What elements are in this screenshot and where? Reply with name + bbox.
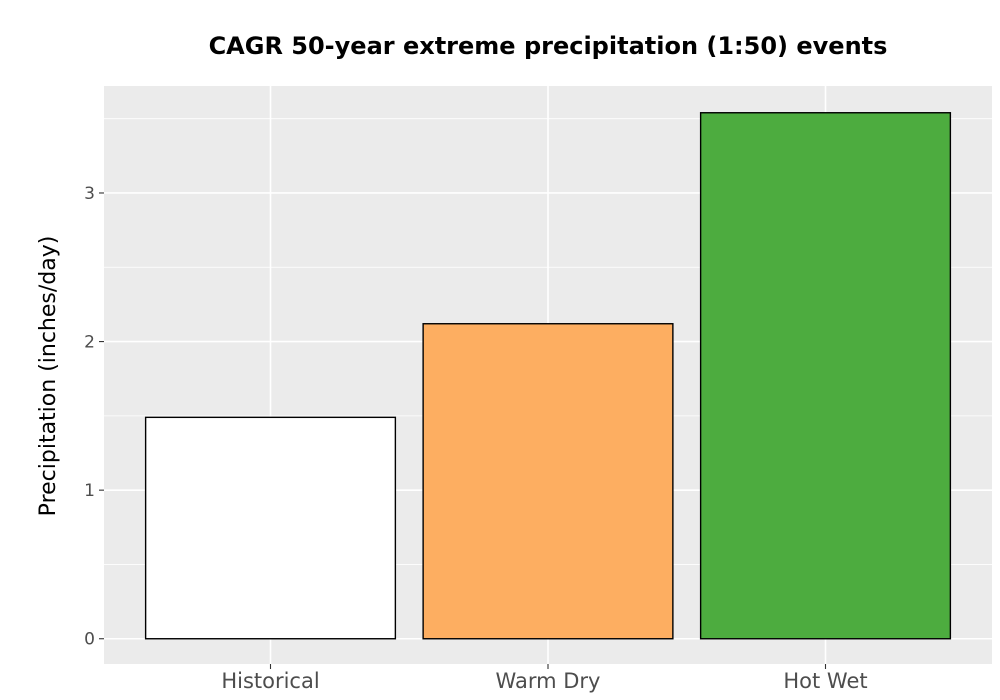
bar xyxy=(699,112,952,640)
bar xyxy=(144,416,397,640)
bars xyxy=(144,112,952,640)
x-axis-ticks: Historical Warm Dry Hot Wet xyxy=(221,664,868,693)
y-tick-label: 0 xyxy=(84,630,95,650)
chart-title: CAGR 50-year extreme precipitation (1:50… xyxy=(209,32,888,60)
y-tick-label: 1 xyxy=(84,481,95,501)
x-tick-label: Historical xyxy=(221,669,319,693)
y-tick-label: 2 xyxy=(84,333,95,353)
y-axis-ticks: 0 1 2 3 xyxy=(84,184,104,650)
y-tick-label: 3 xyxy=(84,184,95,204)
x-tick-label: Hot Wet xyxy=(783,669,867,693)
bar xyxy=(422,323,674,640)
x-tick-label: Warm Dry xyxy=(496,669,601,693)
y-axis-label: Precipitation (inches/day) xyxy=(36,236,61,517)
